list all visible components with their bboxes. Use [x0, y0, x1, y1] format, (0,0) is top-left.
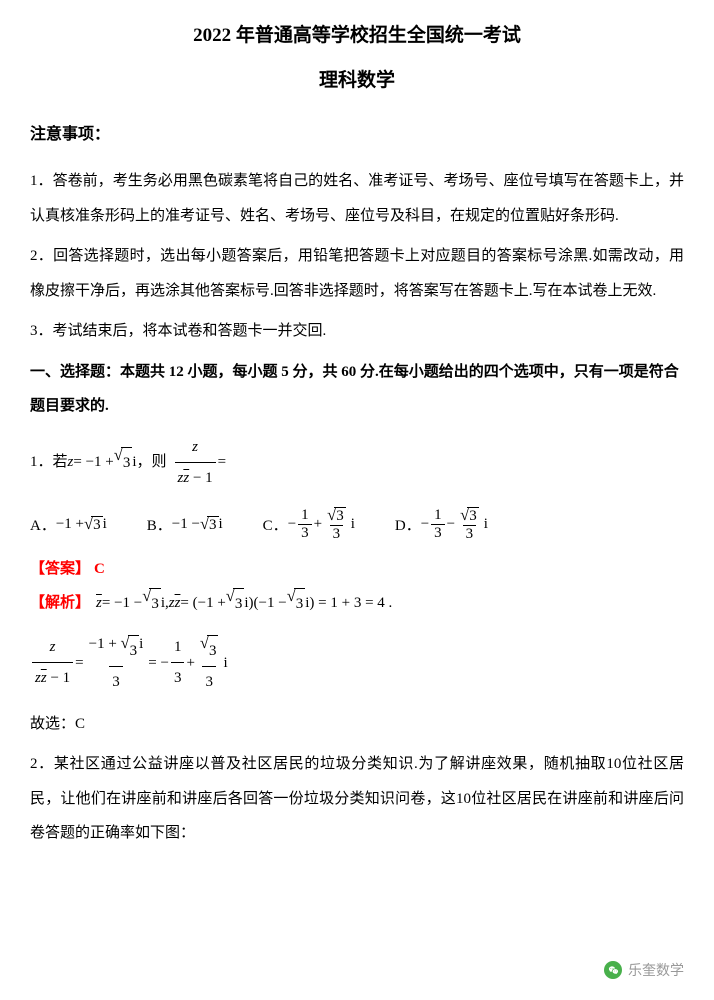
question-1-stem: 1． 若 z = −1 + √3 i ，则 z zz − 1 = — [30, 432, 684, 493]
q1-frac-den: zz − 1 — [175, 462, 216, 493]
analysis-label: 【解析】 — [30, 588, 90, 618]
option-d: D． − 13 − √33 i — [395, 507, 488, 543]
q1-tail: = — [218, 447, 226, 477]
notice-heading: 注意事项： — [30, 120, 684, 144]
option-c: C． − 13 + √33 i — [263, 507, 355, 543]
notice-item-1: 1．答卷前，考生务必用黑色碳素笔将自己的姓名、准考证号、考场号、座位号填写在答题… — [30, 164, 684, 233]
analysis-line-1: 【解析】 z = −1 − √3 i, zz = (−1 + √3 i)(−1 … — [30, 588, 684, 619]
analysis-line-2: z zz − 1 = −1 + √3i 3 = − 13 + √33 i — [30, 629, 684, 697]
answer-label: 【答案】 — [30, 561, 90, 577]
notice-item-3: 3．考试结束后，将本试卷和答题卡一并交回. — [30, 314, 684, 349]
q1-prefix: 若 — [53, 447, 68, 477]
question-1-options: A． −1 + √3 i B． −1 − √3 i C． − 13 + √33 … — [30, 507, 684, 543]
therefore-line: 故选：C — [30, 707, 684, 742]
notice-item-2: 2．回答选择题时，选出每小题答案后，用铅笔把答题卡上对应题目的答案标号涂黑.如需… — [30, 239, 684, 308]
q1-number: 1． — [30, 447, 53, 477]
main-title: 2022 年普通高等学校招生全国统一考试 — [30, 20, 684, 47]
sqrt3-icon: √3 — [114, 447, 133, 478]
option-b: B． −1 − √3 i — [147, 514, 223, 535]
q1-eq1: = −1 + — [73, 447, 113, 477]
sqrt3-icon: √3 — [142, 588, 161, 619]
answer-block: 【答案】C — [30, 557, 684, 578]
answer-value: C — [94, 561, 105, 577]
wechat-icon — [604, 961, 622, 979]
q1-mid: ，则 — [137, 447, 167, 477]
option-a: A． −1 + √3 i — [30, 514, 107, 535]
analysis-mid-frac: −1 + √3i 3 — [86, 629, 147, 697]
q1-frac-num: z — [189, 432, 201, 462]
analysis-lhs-frac: z zz − 1 — [32, 632, 73, 693]
exam-page: 2022 年普通高等学校招生全国统一考试 理科数学 注意事项： 1．答卷前，考生… — [0, 0, 714, 1000]
sub-title: 理科数学 — [30, 65, 684, 92]
q1-fraction: z zz − 1 — [175, 432, 216, 493]
section-1-heading: 一、选择题：本题共 12 小题，每小题 5 分，共 60 分.在每小题给出的四个… — [30, 355, 684, 424]
watermark: 乐奎数学 — [604, 960, 684, 980]
question-2-stem: 2．某社区通过公益讲座以普及社区居民的垃圾分类知识.为了解讲座效果，随机抽取10… — [30, 747, 684, 851]
watermark-text: 乐奎数学 — [628, 960, 684, 980]
